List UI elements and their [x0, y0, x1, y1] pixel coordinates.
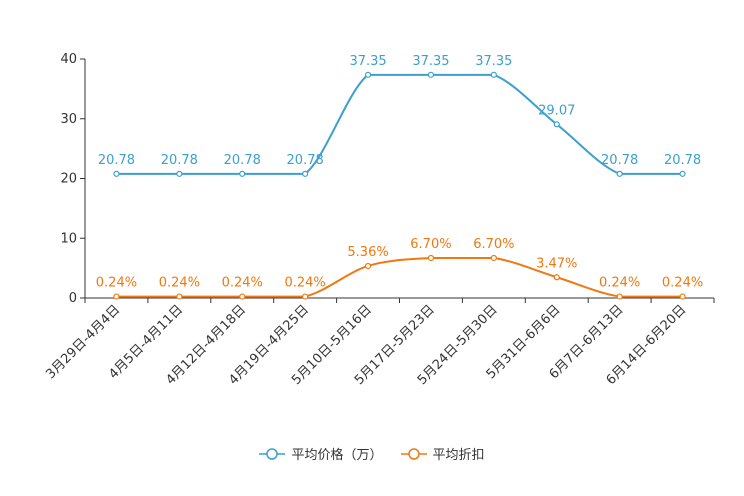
legend-item-discount[interactable]: 平均折扣 [400, 444, 485, 463]
series-1-data-label: 6.70% [410, 237, 451, 252]
series-0-point [616, 170, 623, 177]
legend-price-icon [259, 447, 286, 460]
series-0-point [553, 121, 560, 128]
legend-price-label: 平均价格（万） [291, 448, 383, 463]
series-0-data-label: 20.78 [287, 153, 324, 168]
series-1-data-label: 0.24% [284, 276, 325, 291]
series-0-point [176, 170, 183, 177]
legend-discount-label: 平均折扣 [432, 448, 485, 463]
series-0-data-label: 20.78 [601, 153, 638, 168]
legend: 平均价格（万） 平均折扣 [0, 444, 744, 463]
series-0-point [113, 170, 120, 177]
series-0-data-label: 37.35 [412, 54, 449, 69]
series-1-data-label: 5.36% [347, 245, 388, 260]
y-tick-label: 40 [60, 52, 77, 67]
series-1-point [427, 254, 435, 262]
series-1-data-label: 0.24% [159, 276, 200, 291]
series-1-point [616, 293, 623, 300]
series-0-data-label: 29.07 [538, 103, 575, 118]
series-0-data-label: 20.78 [664, 153, 701, 168]
series-0-data-label: 37.35 [349, 54, 386, 69]
series-1-data-label: 0.24% [222, 276, 263, 291]
y-tick-label: 10 [60, 231, 77, 246]
series-1-data-label: 6.70% [473, 237, 514, 252]
series-0-point [302, 170, 309, 177]
series-1-data-label: 3.47% [536, 256, 577, 271]
y-tick-label: 30 [60, 112, 77, 127]
series-0-point [490, 71, 497, 78]
series-1-point [490, 254, 497, 262]
series-line-0 [116, 73, 683, 175]
y-tick-label: 0 [69, 291, 77, 306]
series-1-point [113, 293, 120, 300]
series-1-point [239, 293, 246, 300]
legend-discount-icon [400, 447, 427, 460]
series-0-data-label: 20.78 [224, 153, 261, 168]
series-1-data-label: 0.24% [599, 276, 640, 291]
series-0-data-label: 20.78 [161, 153, 198, 168]
series-1-point [176, 293, 183, 300]
series-0-point [679, 170, 686, 177]
series-0-point [364, 71, 372, 78]
series-1-point [679, 293, 686, 300]
series-1-data-label: 0.24% [662, 276, 703, 291]
y-tick-label: 20 [60, 172, 77, 187]
series-0-data-label: 37.35 [475, 54, 512, 69]
series-1-point [553, 274, 560, 281]
series-1-point [364, 262, 372, 270]
series-0-point [427, 71, 435, 78]
legend-item-price[interactable]: 平均价格（万） [259, 444, 383, 463]
series-1-point [302, 293, 309, 300]
series-0-point [239, 170, 246, 177]
series-1-data-label: 0.24% [96, 276, 137, 291]
series-line-1 [116, 256, 683, 298]
series-0-data-label: 20.78 [98, 153, 135, 168]
